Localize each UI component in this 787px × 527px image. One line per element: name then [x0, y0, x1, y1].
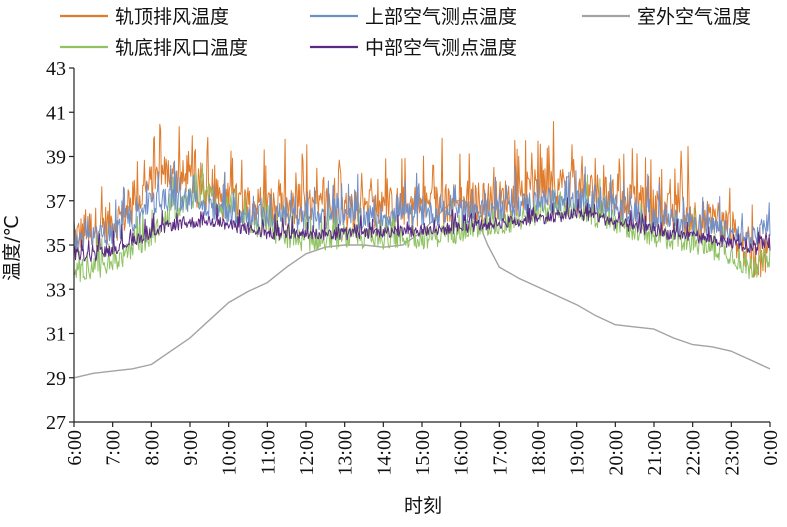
- y-tick-label: 43: [46, 58, 66, 80]
- y-tick-label: 37: [46, 191, 66, 213]
- x-tick-label: 13:00: [335, 430, 357, 476]
- y-tick-label: 31: [46, 324, 66, 346]
- x-tick-label: 21:00: [644, 430, 666, 476]
- x-tick-label: 9:00: [180, 430, 202, 466]
- y-tick-label: 29: [46, 368, 66, 390]
- legend-label: 中部空气测点温度: [365, 37, 517, 59]
- x-tick-label: 11:00: [257, 430, 279, 475]
- series-layer: [73, 121, 771, 379]
- x-tick-label: 7:00: [103, 430, 125, 466]
- y-axis-title: 温度/℃: [1, 215, 23, 281]
- x-tick-label: 18:00: [528, 430, 550, 476]
- x-tick-label: 15:00: [412, 430, 434, 476]
- x-tick-label: 17:00: [489, 430, 511, 476]
- y-tick-label: 41: [46, 102, 66, 124]
- x-tick-label: 0:00: [760, 430, 782, 466]
- x-tick-label: 8:00: [141, 430, 163, 466]
- series-line: [73, 197, 771, 262]
- y-tick-label: 35: [46, 235, 66, 257]
- x-tick-label: 22:00: [683, 430, 705, 476]
- y-tick-label: 27: [46, 412, 66, 434]
- y-tick-label: 39: [46, 147, 66, 169]
- x-tick-label: 6:00: [64, 430, 86, 466]
- series-line: [73, 163, 771, 283]
- legend-label: 上部空气测点温度: [365, 6, 517, 28]
- x-tick-label: 14:00: [373, 430, 395, 476]
- y-tick-label: 33: [46, 279, 66, 301]
- x-ticks: 6:00 7:00 8:00 9:00 10:00 11:00 12:00 13:00 14:0…: [64, 422, 782, 476]
- x-tick-label: 16:00: [451, 430, 473, 476]
- plot-area: 27 29 31 33 35 37 39 41 43 6:00 7:00 8:00 9:00 10:00…: [46, 58, 782, 476]
- legend-label: 室外空气温度: [637, 6, 751, 28]
- x-axis-title: 时刻: [404, 495, 442, 517]
- x-tick-label: 19:00: [567, 430, 589, 476]
- x-tick-label: 20:00: [605, 430, 627, 476]
- legend-label: 轨顶排风温度: [115, 6, 229, 28]
- y-ticks: 27 29 31 33 35 37 39 41 43: [46, 58, 74, 434]
- x-tick-label: 23:00: [721, 430, 743, 476]
- legend-label: 轨底排风口温度: [115, 37, 248, 59]
- x-tick-label: 12:00: [296, 430, 318, 476]
- x-tick-label: 10:00: [219, 430, 241, 476]
